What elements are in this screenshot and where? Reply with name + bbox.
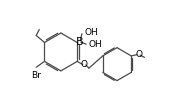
Text: OH: OH (84, 28, 98, 37)
Text: B: B (76, 37, 83, 47)
Text: Br: Br (31, 71, 41, 80)
Text: O: O (135, 50, 142, 59)
Text: OH: OH (89, 40, 102, 49)
Text: O: O (81, 60, 88, 69)
